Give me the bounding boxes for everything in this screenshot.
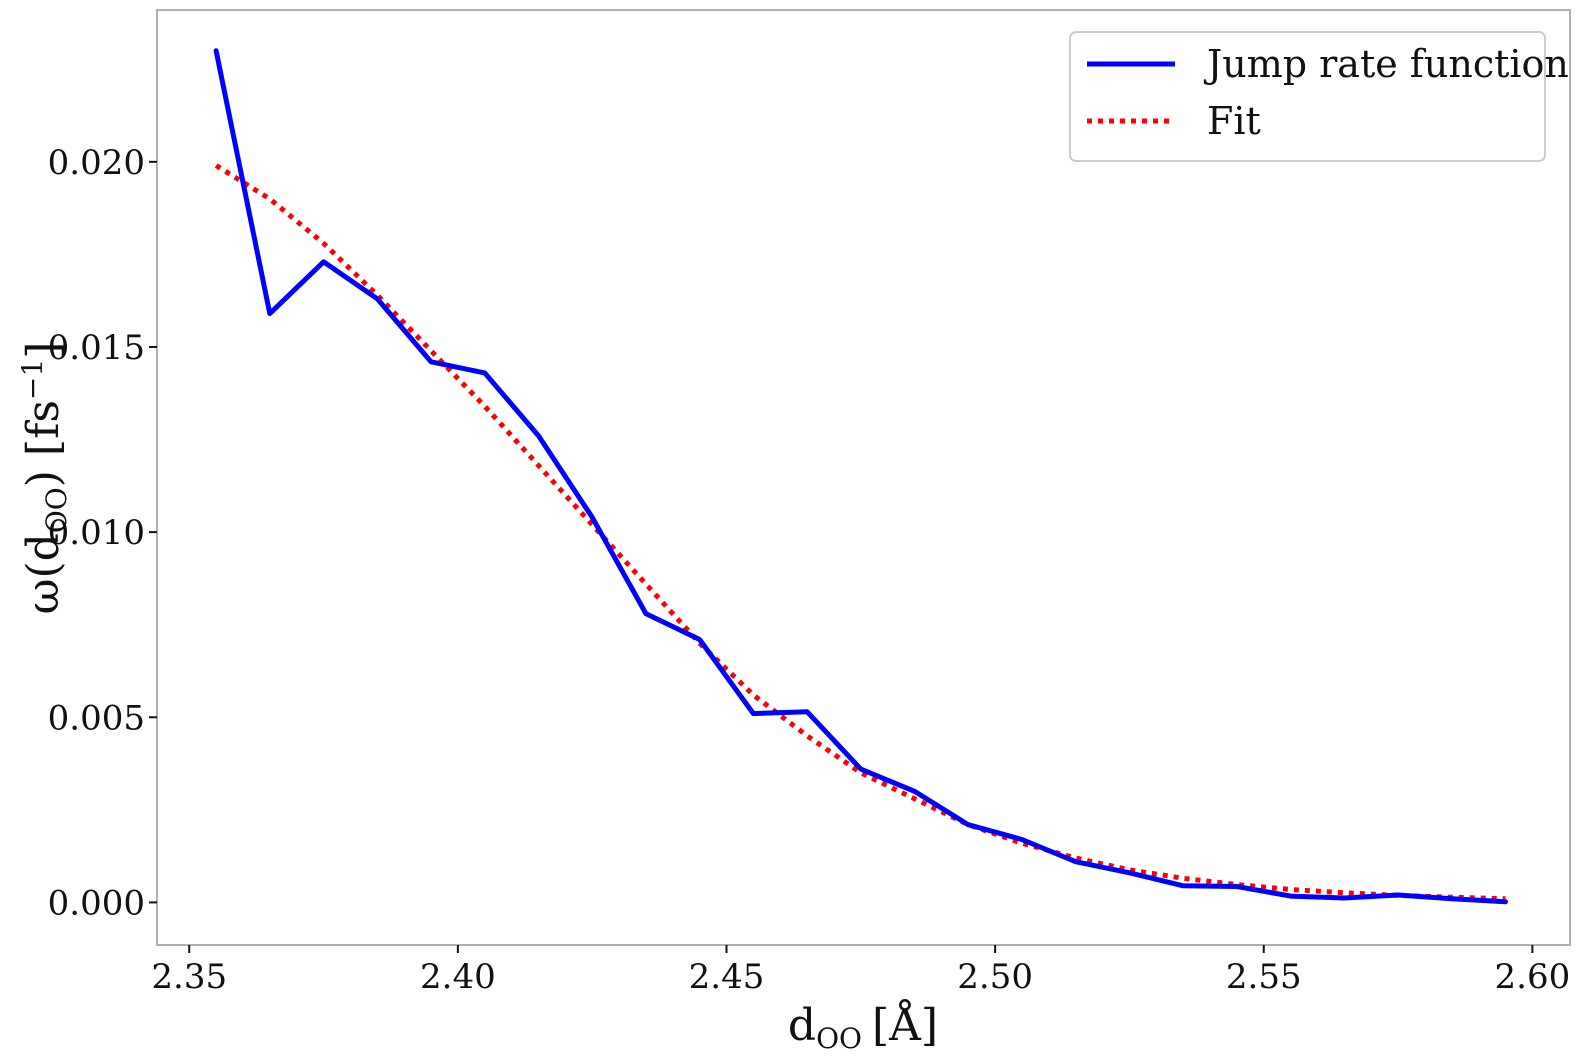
- x-tick-label-5: 2.60: [1495, 957, 1571, 997]
- y-axis-title: ω(dOO) [fs−1]: [16, 342, 73, 615]
- x-tick-label-3: 2.50: [957, 957, 1033, 997]
- y-tick-label-2: 0.010: [48, 513, 145, 553]
- legend-label-fit: Fit: [1207, 99, 1261, 143]
- y-axis-title-sub: OO: [40, 487, 73, 533]
- x-axis-title: dOO [Å]: [788, 998, 938, 1055]
- y-axis-title-sup: −1: [16, 359, 49, 400]
- y-tick-label-4: 0.020: [48, 143, 145, 183]
- x-axis-title-main: d: [788, 1000, 816, 1051]
- x-axis-ticks: 2.35 2.40 2.45 2.50 2.55 2.60: [151, 945, 1570, 997]
- series-line-jump-rate: [213, 48, 1508, 905]
- legend: Jump rate function Fit: [1069, 31, 1569, 162]
- x-tick-label-1: 2.40: [420, 957, 496, 997]
- series-layer: [213, 48, 1508, 905]
- x-axis-title-sub: OO: [816, 1022, 862, 1055]
- y-tick-label-1: 0.005: [48, 698, 145, 738]
- y-axis-ticks: 0.000 0.005 0.010 0.015 0.020: [48, 143, 157, 923]
- x-tick-label-0: 2.35: [151, 957, 227, 997]
- y-tick-label-0: 0.000: [48, 883, 145, 923]
- x-axis-title-unit: [Å]: [872, 998, 938, 1051]
- y-tick-label-3: 0.015: [48, 328, 145, 368]
- legend-label-jump-rate: Jump rate function: [1203, 42, 1569, 86]
- plot-area: [156, 9, 1571, 946]
- y-axis-title-mid: ) [fs: [18, 400, 69, 487]
- x-tick-label-4: 2.55: [1226, 957, 1302, 997]
- legend-box: [1069, 31, 1546, 162]
- y-axis-title-pre: ω(d: [18, 533, 69, 614]
- x-tick-label-2: 2.45: [689, 957, 765, 997]
- y-axis-title-post: ]: [18, 342, 69, 359]
